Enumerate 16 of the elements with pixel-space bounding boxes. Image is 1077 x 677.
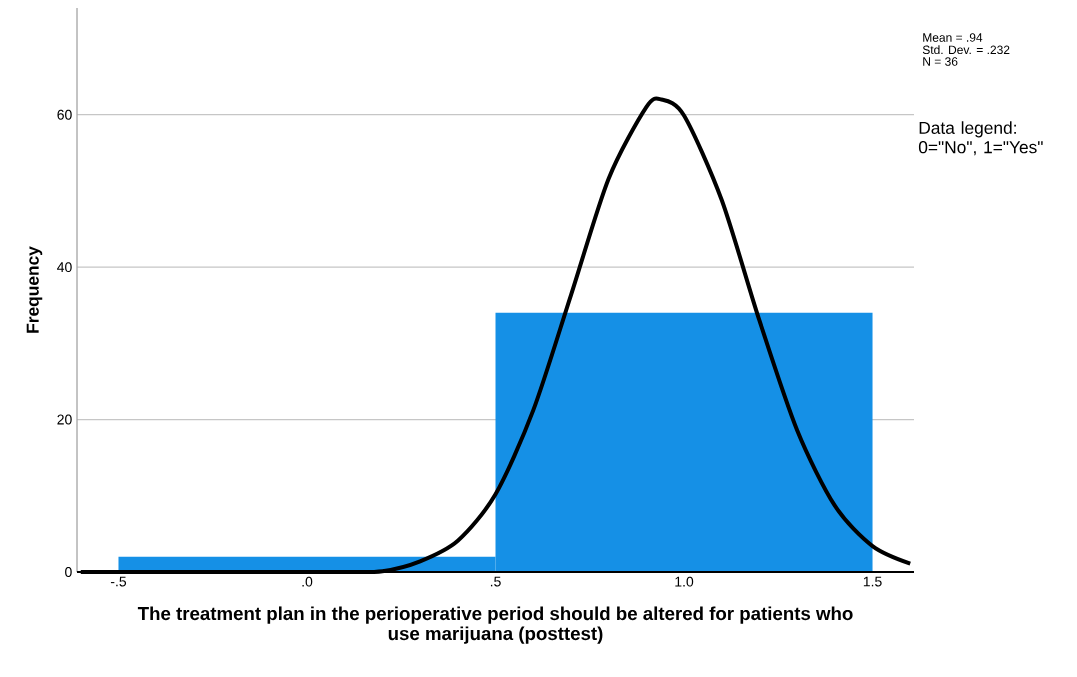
x-tick-label: .0 (302, 576, 313, 587)
x-tick-label: 1.5 (863, 576, 882, 587)
x-tick-label: -.5 (110, 576, 127, 587)
text: Std. Dev. = .232 (922, 45, 1010, 55)
x-axis-title: The treatment plan in the perioperative period should be altered for patients who use marijuana (posttest) (137, 606, 853, 644)
x-tick-label: .5 (490, 576, 501, 587)
text: N = 36 (923, 57, 958, 66)
line-series (78, 97, 913, 575)
y-axis-title: Frequency (26, 246, 43, 333)
y-tick-label: 40 (57, 262, 72, 273)
text: Data legend: 0="No", 1="Yes" (918, 121, 1043, 156)
x-tick-label: 1.0 (675, 576, 694, 587)
text: Mean = .94 (923, 33, 983, 42)
y-tick-label: 0 (65, 567, 72, 577)
y-tick-label: 60 (57, 109, 72, 120)
y-tick-label: 20 (57, 414, 72, 425)
